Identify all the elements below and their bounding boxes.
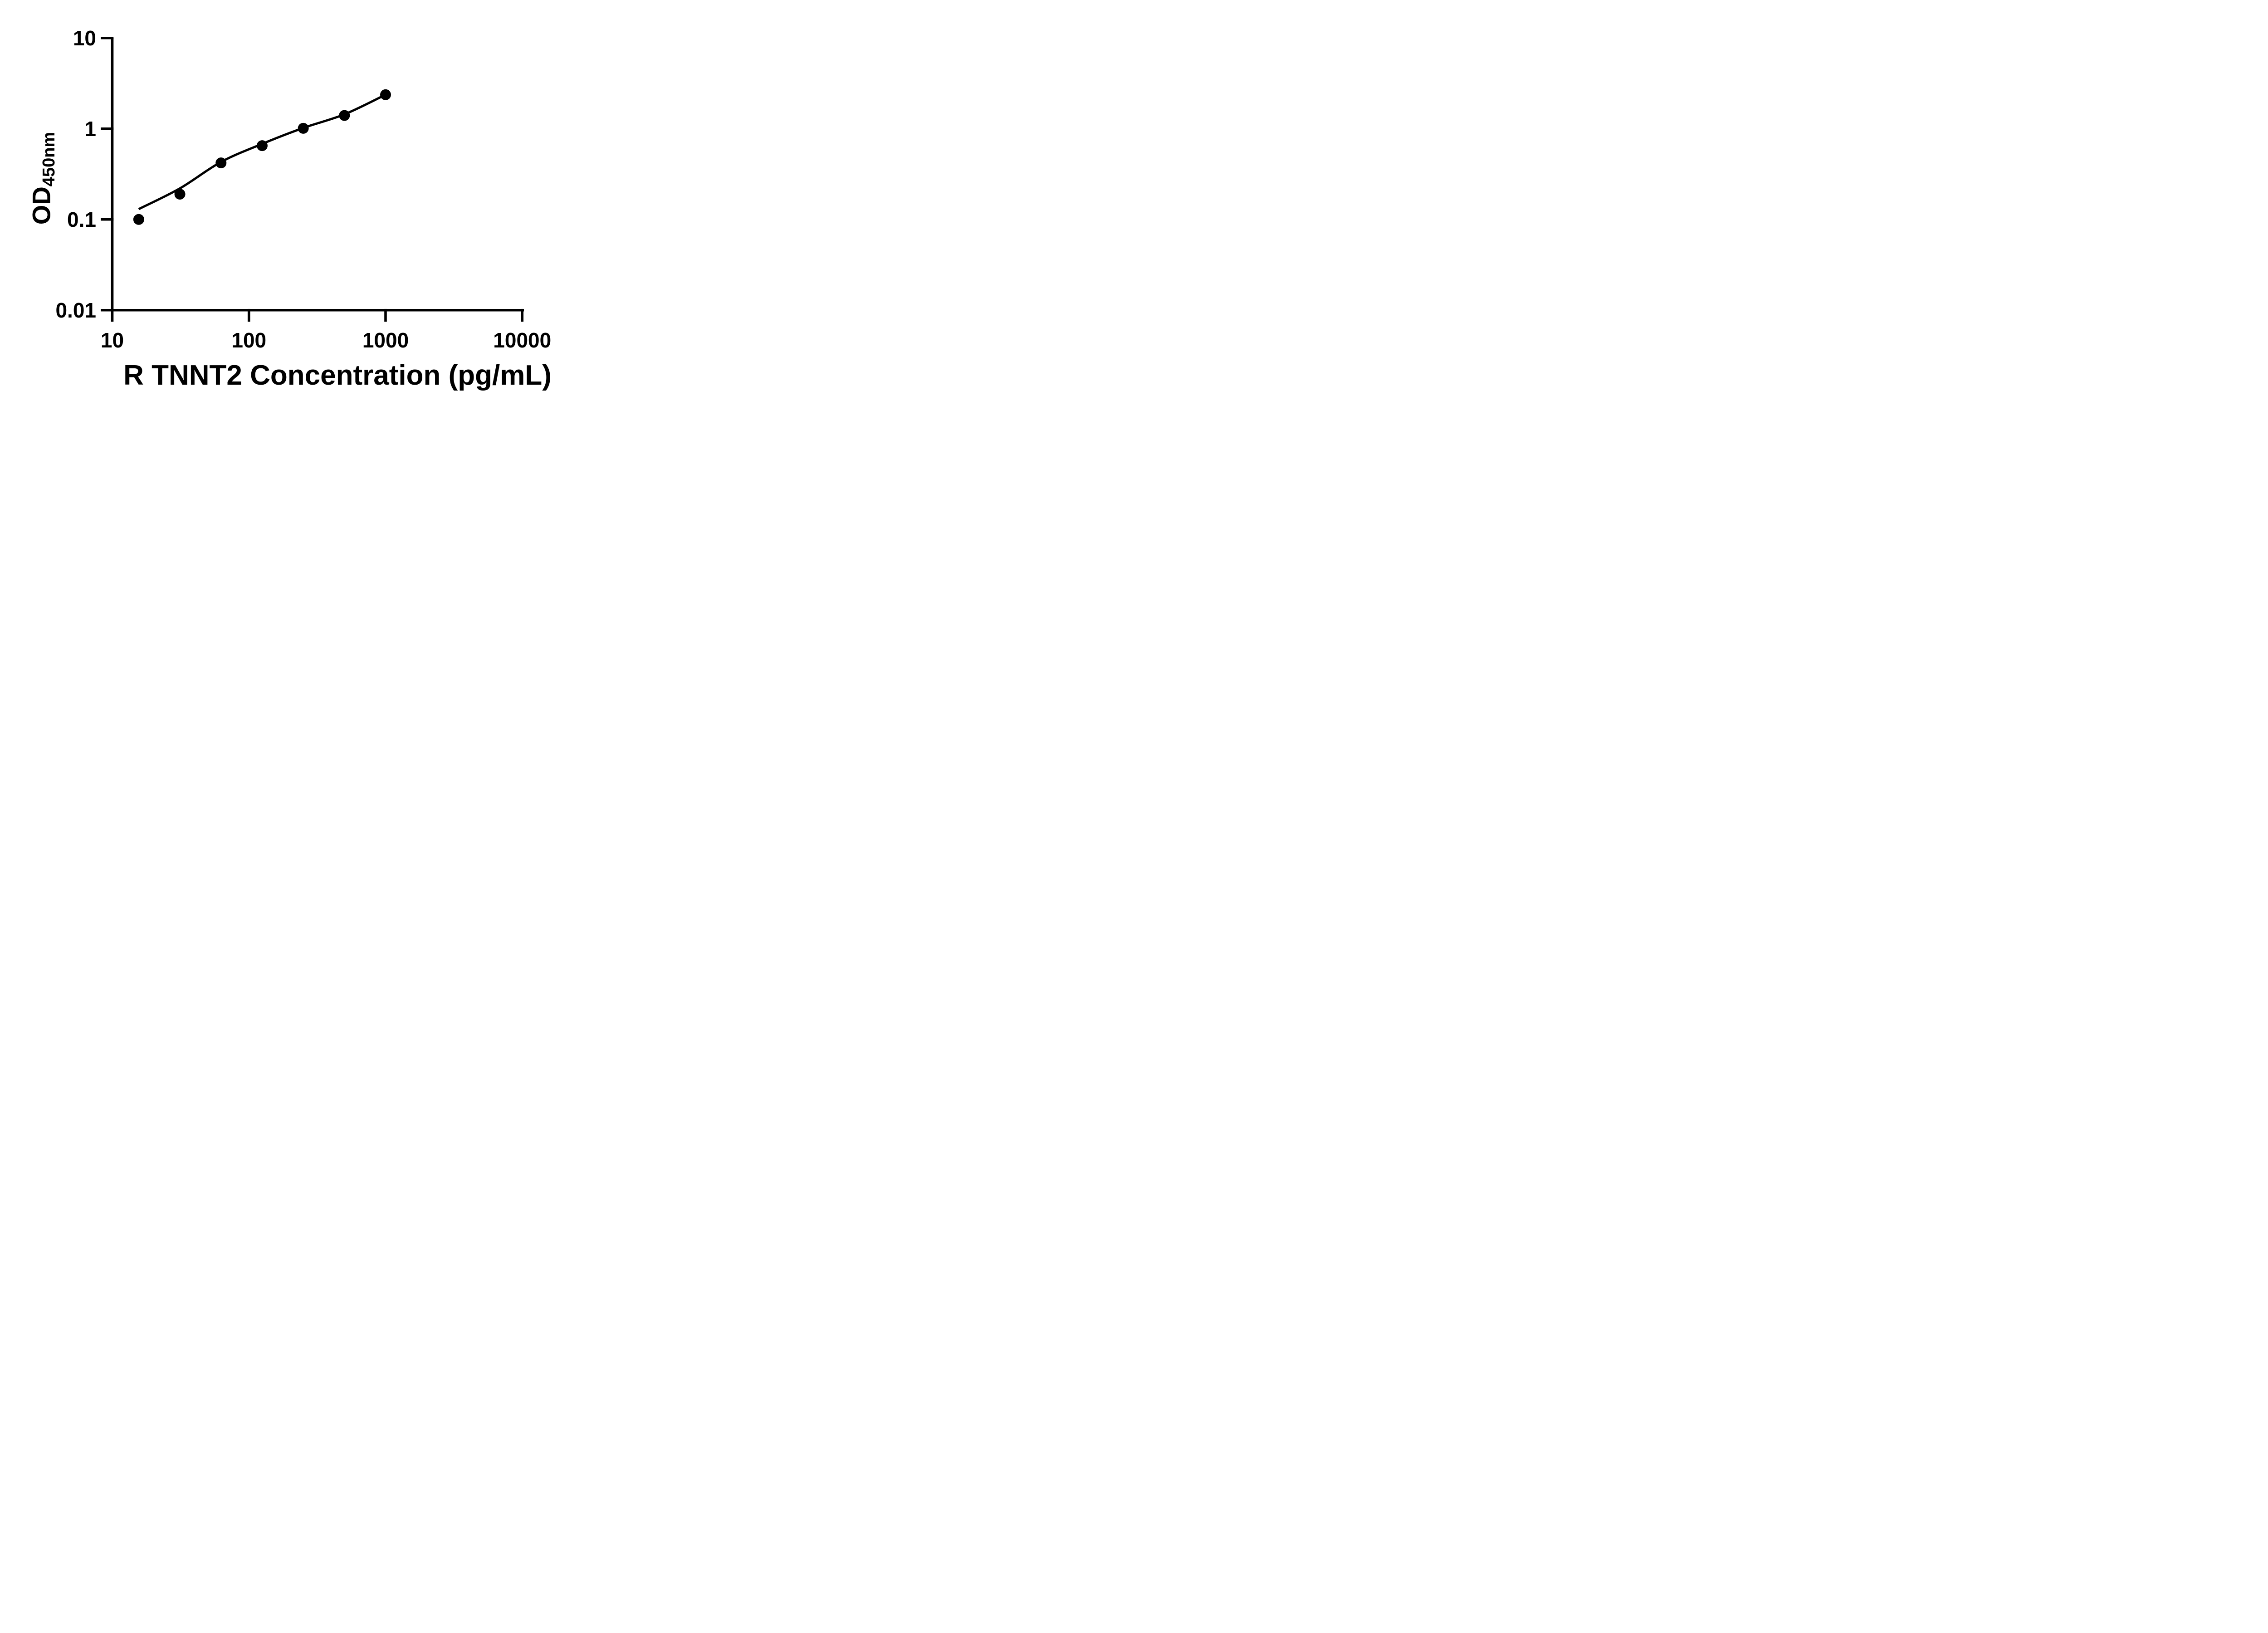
data-point-1 xyxy=(133,214,144,225)
data-point-4 xyxy=(256,140,268,152)
x-tick-label-10: 10 xyxy=(100,328,124,352)
x-tick-label-100: 100 xyxy=(231,328,267,352)
data-point-6 xyxy=(339,110,350,121)
data-point-5 xyxy=(298,122,309,134)
y-axis-title-main: OD xyxy=(27,186,56,225)
y-tick-label-0.1: 0.1 xyxy=(67,207,96,231)
data-point-2 xyxy=(174,188,186,200)
plot-area xyxy=(101,36,524,322)
x-tick-label-10000: 10000 xyxy=(493,328,552,352)
data-point-3 xyxy=(215,157,227,169)
y-tick-label-1: 1 xyxy=(84,117,96,141)
elisa-standard-curve-figure: 10 1 0.1 0.01 10 100 1000 10000 R TNNT2 Concen… xyxy=(0,0,583,408)
axis-lines xyxy=(101,38,524,312)
y-axis-title-subscript: 450nm xyxy=(39,132,59,187)
x-tick-label-1000: 1000 xyxy=(362,328,409,352)
y-tick-label-10: 10 xyxy=(73,26,96,50)
y-tick-label-0.01: 0.01 xyxy=(55,298,96,322)
y-axis-title: OD450nm xyxy=(27,132,59,225)
x-axis-title: R TNNT2 Concentration (pg/mL) xyxy=(123,360,552,391)
data-point-7 xyxy=(380,89,391,100)
